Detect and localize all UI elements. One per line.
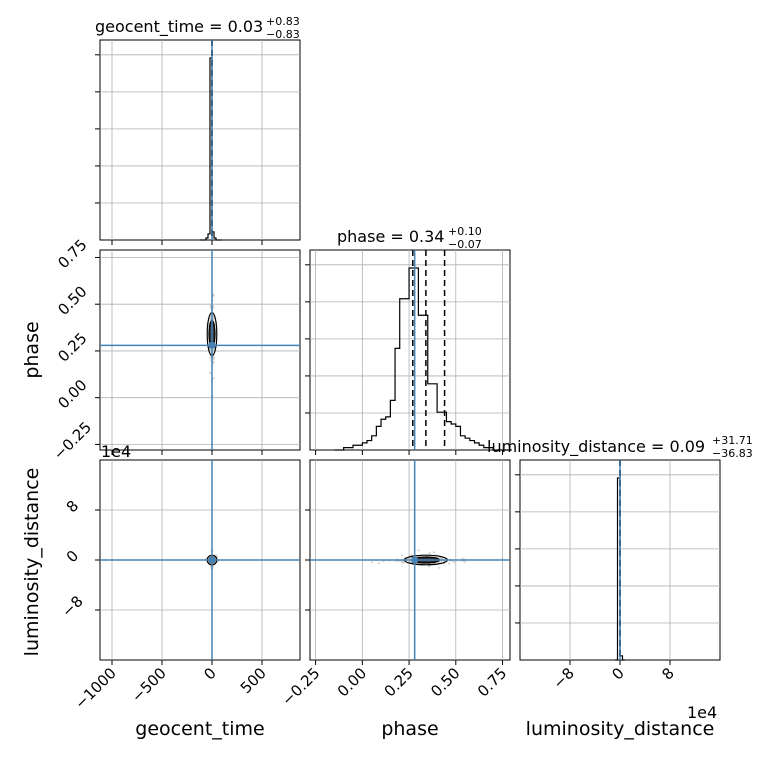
title-phase-minus: −0.07 xyxy=(448,238,482,251)
scatter-geocent-time-vs-phase-truth-marker xyxy=(209,342,215,349)
scatter-phase-vs-luminosity-distance-truth-marker xyxy=(411,557,418,563)
title-phase: phase = 0.34 xyxy=(337,227,444,246)
title-phase-plus: +0.10 xyxy=(448,225,482,238)
scatter-phase-vs-luminosity-distance-sample-50 xyxy=(370,561,373,564)
offset-label-y-luminosity-distance: 1e4 xyxy=(101,442,131,461)
hist-geocent-time xyxy=(95,39,301,245)
scatter-geocent-time-vs-luminosity-distance-truth-marker xyxy=(209,557,215,563)
ylabel-luminosity-distance: luminosity_distance xyxy=(21,468,43,657)
hist-geocent-time-frame xyxy=(99,39,301,241)
scatter-phase-vs-luminosity-distance-sample-252 xyxy=(452,560,456,564)
scatter-geocent-time-vs-phase-inner xyxy=(100,250,300,450)
offset-label-x-luminosity-distance: 1e4 xyxy=(687,703,717,722)
scatter-geocent-time-vs-phase-sample-154 xyxy=(212,357,216,360)
ylabel-phase: phase xyxy=(21,321,43,378)
scatter-phase-vs-luminosity-distance-sample-155 xyxy=(447,562,451,565)
hist-luminosity-distance-xtick-label-2: 8 xyxy=(658,664,677,683)
scatter-geocent-time-vs-luminosity-distance: −1000 −500 0 500 −8 0 8 xyxy=(58,459,301,713)
scatter-geocent-time-vs-luminosity-distance-ytick-label-1: 0 xyxy=(63,547,82,566)
title-luminosity-distance-plus: +31.71 xyxy=(712,434,753,447)
scatter-geocent-time-vs-luminosity-distance-xtick-label-2: 0 xyxy=(200,664,219,683)
xlabel-luminosity-distance: luminosity_distance xyxy=(526,718,715,740)
scatter-phase-vs-luminosity-distance-sample-25 xyxy=(432,551,436,554)
scatter-phase-vs-luminosity-distance-xtick-label-3: 0.50 xyxy=(427,664,463,700)
scatter-phase-vs-luminosity-distance-sample-177 xyxy=(437,566,441,569)
scatter-geocent-time-vs-luminosity-distance-xtick-label-3: 500 xyxy=(237,664,270,697)
title-luminosity-distance-minus: −36.83 xyxy=(712,447,753,460)
hist-phase-frame xyxy=(309,249,511,451)
scatter-geocent-time-vs-luminosity-distance-inner xyxy=(100,460,300,660)
scatter-geocent-time-vs-luminosity-distance-xtick-label-0: −1000 xyxy=(71,664,120,713)
scatter-phase-vs-luminosity-distance-xtick-label-4: 0.75 xyxy=(474,664,510,700)
hist-phase xyxy=(305,249,512,455)
scatter-phase-vs-luminosity-distance-sample-55 xyxy=(428,551,431,555)
title-geocent-time: geocent_time = 0.03 xyxy=(95,17,263,37)
scatter-geocent-time-vs-phase-ytick-label-2: 0.25 xyxy=(54,329,90,365)
xlabel-geocent-time: geocent_time xyxy=(135,718,264,740)
scatter-geocent-time-vs-phase-ytick-label-1: 0.00 xyxy=(54,376,90,412)
scatter-geocent-time-vs-phase-ytick-label-4: 0.75 xyxy=(54,236,90,272)
scatter-geocent-time-vs-phase-sample-231 xyxy=(208,318,212,321)
scatter-phase-vs-luminosity-distance-sample-217 xyxy=(400,554,404,557)
scatter-phase-vs-luminosity-distance-sample-206 xyxy=(463,560,467,563)
scatter-phase-vs-luminosity-distance-inner xyxy=(310,460,510,660)
scatter-phase-vs-luminosity-distance-sample-256 xyxy=(401,560,405,564)
scatter-phase-vs-luminosity-distance-xtick-label-0: −0.25 xyxy=(278,664,323,709)
scatter-phase-vs-luminosity-distance-sample-5 xyxy=(417,549,420,552)
hist-phase-step xyxy=(334,267,512,451)
scatter-geocent-time-vs-phase-frame xyxy=(99,249,301,451)
scatter-geocent-time-vs-luminosity-distance-sample-229 xyxy=(215,554,218,557)
scatter-geocent-time-vs-phase-sample-190 xyxy=(208,371,212,375)
scatter-geocent-time-vs-luminosity-distance-ytick-label-0: −8 xyxy=(58,592,86,620)
scatter-phase-vs-luminosity-distance: −0.25 0.00 0.25 0.50 0.75 xyxy=(278,459,511,709)
scatter-geocent-time-vs-luminosity-distance-ytick-label-2: 8 xyxy=(63,497,82,516)
scatter-phase-vs-luminosity-distance-sample-235 xyxy=(427,565,431,568)
hist-luminosity-distance-xtick-label-1: 0 xyxy=(608,664,627,683)
title-geocent-time-minus: −0.83 xyxy=(266,28,300,41)
scatter-phase-vs-luminosity-distance-xtick-label-1: 0.00 xyxy=(334,664,370,700)
scatter-geocent-time-vs-luminosity-distance-sample-86 xyxy=(204,557,208,560)
scatter-phase-vs-luminosity-distance-xtick-label-2: 0.25 xyxy=(381,664,417,700)
title-luminosity-distance: luminosity_distance = 0.09 xyxy=(487,437,705,457)
hist-luminosity-distance: −8 0 8 xyxy=(515,459,721,692)
scatter-phase-vs-luminosity-distance-sample-1 xyxy=(501,557,504,560)
hist-geocent-time-step xyxy=(200,57,222,241)
xlabel-phase: phase xyxy=(381,718,438,740)
scatter-geocent-time-vs-phase: −0.25 0.00 0.25 0.50 0.75 xyxy=(50,236,301,463)
scatter-geocent-time-vs-phase-sample-180 xyxy=(212,377,215,380)
scatter-geocent-time-vs-phase-ytick-label-0: −0.25 xyxy=(50,418,95,463)
scatter-geocent-time-vs-luminosity-distance-xtick-label-1: −500 xyxy=(128,664,170,706)
scatter-phase-vs-luminosity-distance-sample-77 xyxy=(377,562,381,565)
scatter-geocent-time-vs-phase-ytick-label-3: 0.50 xyxy=(54,282,90,318)
title-geocent-time-plus: +0.83 xyxy=(266,15,300,28)
hist-luminosity-distance-xtick-label-0: −8 xyxy=(549,664,577,692)
